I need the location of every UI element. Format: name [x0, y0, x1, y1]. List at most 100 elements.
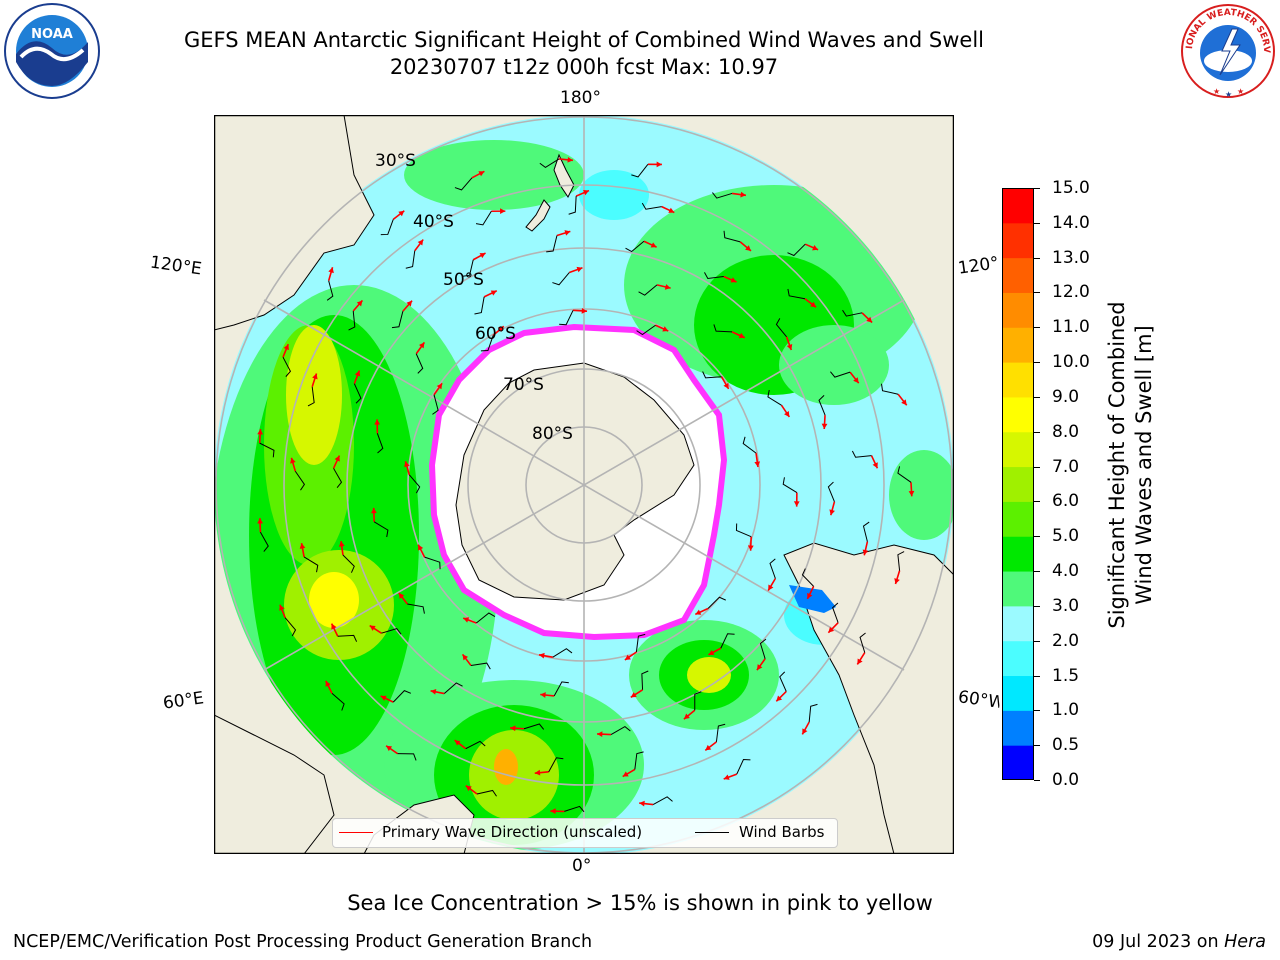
wave-arrow-head	[908, 490, 915, 497]
legend-wave-line	[339, 832, 373, 833]
wind-barb	[539, 158, 560, 169]
wave-arrow-head	[622, 771, 629, 777]
wind-barb	[559, 310, 574, 326]
lon-label-60w: 60°W	[956, 687, 1002, 713]
colorbar-bin	[1002, 501, 1034, 537]
wave-arrow-head	[510, 725, 516, 732]
lon-label-180: 180°	[560, 88, 601, 108]
wave-arrow-head	[257, 518, 263, 524]
wave-arrow-head	[705, 744, 712, 751]
colorbar-bin	[1002, 745, 1034, 780]
colorbar-bin	[1002, 362, 1034, 398]
colorbar-tick-mark	[1034, 396, 1040, 398]
wave-arrow-head	[354, 370, 361, 377]
wave-arrow-head	[872, 462, 878, 469]
colorbar-bin	[1002, 605, 1034, 642]
wave-arrow-head	[465, 785, 472, 792]
wave-arrow-head	[479, 253, 486, 259]
colorbar-tick-mark	[1034, 292, 1040, 294]
wind-barb	[897, 551, 905, 571]
wind-barb	[832, 602, 839, 623]
lat-label-50s: 50°S	[443, 270, 484, 290]
wind-barb	[736, 759, 751, 775]
wind-barb	[801, 568, 814, 587]
colorbar-bin	[1002, 466, 1034, 502]
wave-arrow-head	[812, 245, 819, 251]
wind-barb	[631, 163, 649, 178]
wave-arrow-head	[695, 609, 702, 615]
wave-arrow-head	[454, 740, 461, 746]
lat-label-40s: 40°S	[413, 212, 454, 232]
wave-field	[404, 140, 584, 210]
chart-title: GEFS MEAN Antarctic Significant Height o…	[183, 28, 985, 52]
wave-arrow-head	[668, 207, 675, 213]
wave-arrow-head	[754, 461, 761, 467]
wind-barb	[307, 386, 315, 407]
wind-barb	[859, 632, 866, 653]
wind-barb	[759, 638, 767, 659]
footer-date-text: 09 Jul 2023 on	[1092, 932, 1225, 952]
colorbar-bin	[1002, 222, 1034, 259]
map-legend: Primary Wave Direction (unscaled) Wind B…	[332, 818, 838, 848]
wind-barb	[712, 192, 733, 199]
colorbar-tick-mark	[1034, 536, 1040, 538]
wind-barb	[342, 554, 355, 573]
wave-arrow-head	[325, 680, 331, 687]
svg-text:★: ★	[1225, 90, 1232, 99]
legend-barb-line	[695, 832, 729, 833]
antarctica-land	[455, 362, 695, 601]
colorbar-tick-mark	[1034, 257, 1040, 259]
colorbar-tick-label: 15.0	[1052, 178, 1090, 198]
lat-label-80s: 80°S	[532, 424, 573, 444]
wave-arrow-head	[738, 332, 745, 339]
colorbar-tick-mark	[1034, 571, 1040, 573]
wave-arrow-head	[462, 654, 469, 661]
vector-layer	[257, 156, 915, 815]
colorbar-tick-mark	[1034, 466, 1040, 468]
chart-subtitle: 20230707 t12z 000h fcst Max: 10.97	[389, 55, 779, 79]
wind-barb	[552, 272, 570, 286]
colorbar-tick-mark	[1034, 501, 1040, 503]
wind-barb	[568, 196, 577, 215]
wind-barb	[851, 450, 872, 458]
colorbar-tick-mark	[1034, 780, 1040, 781]
wave-arrow-head	[386, 745, 393, 752]
wind-barb	[424, 556, 441, 570]
lon-label-0: 0°	[572, 856, 592, 876]
wind-barb	[775, 318, 787, 338]
colorbar-tick-mark	[1034, 327, 1040, 329]
colorbar-tick-label: 7.0	[1052, 456, 1080, 477]
wave-arrow-head	[768, 584, 774, 591]
footer-credit: NCEP/EMC/Verification Post Processing Pr…	[13, 932, 593, 952]
colorbar-tick-label: 0.0	[1052, 770, 1080, 790]
wave-arrow-head	[829, 509, 835, 516]
wind-barb	[625, 240, 645, 253]
wind-barb	[548, 757, 564, 773]
wave-arrow-head	[290, 457, 296, 464]
wave-arrow-head	[374, 419, 381, 425]
wave-arrow-head	[567, 156, 573, 163]
wave-arrow-head	[745, 245, 751, 251]
wind-barb	[348, 310, 356, 331]
colorbar-tick-label: 13.0	[1052, 247, 1090, 268]
svg-text:★: ★	[1213, 87, 1220, 96]
wave-arrow-head	[283, 344, 289, 351]
wave-arrow-head	[630, 692, 637, 698]
footer-machine: Hera	[1224, 932, 1266, 952]
colorbar-tick-label: 11.0	[1052, 317, 1090, 338]
wave-arrow-head	[380, 695, 387, 701]
colorbar-tick-label: 1.5	[1052, 665, 1080, 686]
colorbar-label-line1: Significant Height of Combined	[1105, 301, 1129, 629]
colorbar-tick-mark	[1034, 605, 1040, 607]
wind-barb	[610, 725, 631, 735]
wind-barb	[782, 477, 798, 494]
wave-arrow-head	[708, 649, 715, 655]
wave-arrow-head	[418, 544, 424, 551]
wave-arrow-head	[418, 342, 425, 349]
colorbar-bin	[1002, 188, 1034, 224]
wave-arrow-head	[597, 731, 603, 738]
wave-arrow-head	[862, 549, 869, 556]
colorbar-bin	[1002, 710, 1034, 746]
noaa-logo: NOAA	[4, 3, 100, 99]
australia-land	[214, 115, 375, 331]
